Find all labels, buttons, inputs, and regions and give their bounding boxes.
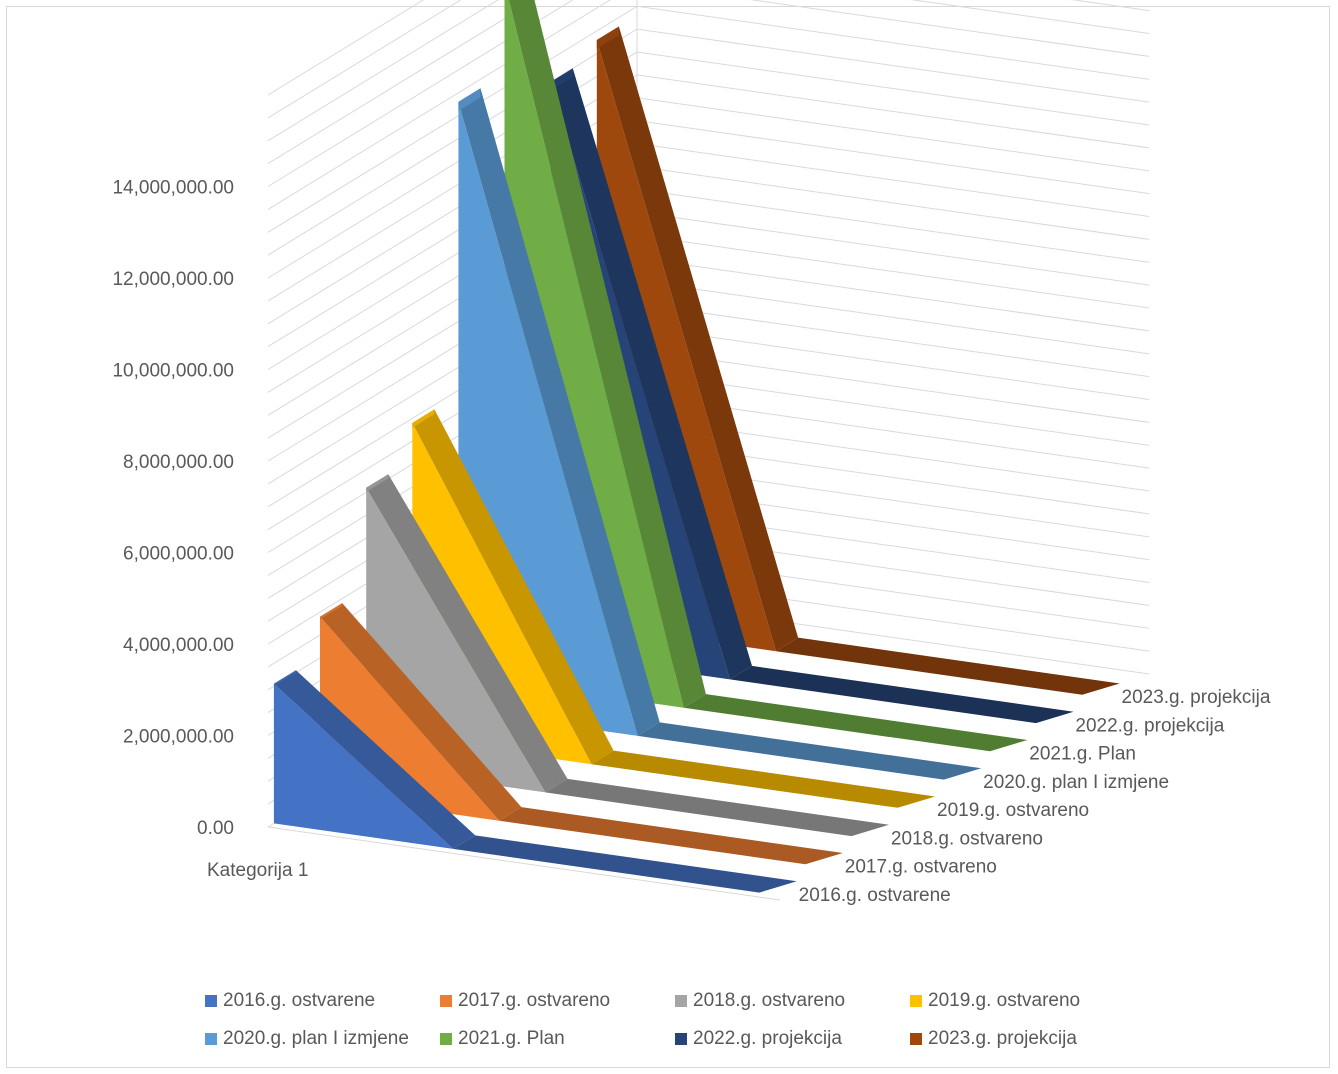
legend-item-2023: 2023.g. projekcija bbox=[910, 1028, 1145, 1050]
series-slope bbox=[366, 474, 568, 793]
legend-row-2: 2020.g. plan I izmjene 2021.g. Plan 2022… bbox=[205, 1020, 1145, 1058]
series-floor bbox=[453, 835, 797, 893]
series-floor bbox=[729, 665, 1074, 724]
y-tick-label: 2,000,000.00 bbox=[123, 727, 234, 748]
series-floor bbox=[776, 637, 1120, 695]
series-cap bbox=[596, 26, 619, 49]
legend-swatch-2021 bbox=[440, 1033, 452, 1045]
gridline bbox=[267, 5, 1150, 233]
legend-swatch-2022 bbox=[675, 1033, 687, 1045]
y-tick-label: 6,000,000.00 bbox=[123, 544, 234, 565]
series-front-face bbox=[273, 683, 454, 849]
series-slope bbox=[596, 26, 799, 652]
series-slope bbox=[508, 0, 706, 708]
legend-label-2017: 2017.g. ostvareno bbox=[458, 990, 611, 1011]
y-tick-label: 12,000,000.00 bbox=[112, 269, 234, 290]
legend-label-2016: 2016.g. ostvarene bbox=[223, 990, 376, 1011]
legend-label-2022: 2022.g. projekcija bbox=[693, 1028, 842, 1049]
series-floor bbox=[499, 807, 843, 865]
legend-item-2019: 2019.g. ostvareno bbox=[910, 990, 1145, 1012]
series-floor bbox=[637, 722, 982, 780]
series-floor bbox=[591, 750, 936, 808]
series-axis-label: 2019.g. ostvareno bbox=[937, 800, 1089, 821]
legend-item-2022: 2022.g. projekcija bbox=[675, 1028, 910, 1050]
category-label: Kategorija 1 bbox=[207, 860, 308, 881]
y-tick-label: 4,000,000.00 bbox=[123, 635, 234, 656]
y-tick-label: 10,000,000.00 bbox=[112, 361, 234, 382]
series-2016 bbox=[273, 670, 797, 893]
legend: 2016.g. ostvarene 2017.g. ostvareno 2018… bbox=[205, 982, 1145, 1058]
gridline bbox=[267, 120, 1150, 348]
gridline bbox=[267, 97, 1150, 325]
legend-item-2018: 2018.g. ostvareno bbox=[675, 990, 910, 1012]
floor-edge bbox=[267, 826, 781, 901]
series-axis-label: 2022.g. projekcija bbox=[1075, 715, 1224, 736]
series-layer bbox=[273, 0, 1120, 893]
y-tick-label: 14,000,000.00 bbox=[112, 178, 234, 199]
legend-label-2021: 2021.g. Plan bbox=[458, 1028, 565, 1049]
series-axis-label: 2017.g. ostvareno bbox=[845, 857, 997, 878]
gridline bbox=[267, 0, 499, 142]
series-axis-label: 2018.g. ostvareno bbox=[891, 828, 1043, 849]
labels-layer: Kategorija 1 0.00 2,000,000.00 4,000,000.0… bbox=[112, 178, 1270, 906]
legend-item-2016: 2016.g. ostvarene bbox=[205, 990, 440, 1012]
series-axis-label: 2021.g. Plan bbox=[1029, 744, 1136, 765]
y-tick-label: 0.00 bbox=[197, 818, 234, 839]
series-cap bbox=[412, 409, 435, 428]
series-floor bbox=[545, 778, 889, 837]
legend-item-2020: 2020.g. plan I izmjene bbox=[205, 1028, 440, 1050]
legend-row-1: 2016.g. ostvarene 2017.g. ostvareno 2018… bbox=[205, 982, 1145, 1020]
gridline bbox=[267, 0, 425, 96]
gridline bbox=[267, 0, 1150, 210]
series-axis-label: 2016.g. ostvarene bbox=[799, 885, 951, 906]
series-slope bbox=[550, 68, 752, 680]
series-cap bbox=[273, 670, 296, 686]
series-axis-label: 2020.g. plan I izmjene bbox=[983, 772, 1169, 793]
series-floor bbox=[683, 694, 1028, 752]
legend-swatch-2018 bbox=[675, 995, 687, 1007]
gridline bbox=[267, 74, 1150, 302]
gridline bbox=[267, 51, 1150, 279]
series-cap bbox=[366, 474, 389, 492]
legend-swatch-2017 bbox=[440, 995, 452, 1007]
legend-label-2019: 2019.g. ostvareno bbox=[928, 990, 1081, 1011]
series-axis-label: 2023.g. projekcija bbox=[1122, 687, 1271, 708]
legend-swatch-2020 bbox=[205, 1033, 217, 1045]
gridline bbox=[267, 0, 462, 119]
legend-item-2017: 2017.g. ostvareno bbox=[440, 990, 675, 1012]
series-slope bbox=[320, 603, 522, 821]
legend-label-2018: 2018.g. ostvareno bbox=[693, 990, 846, 1011]
legend-swatch-2023 bbox=[910, 1033, 922, 1045]
series-cap bbox=[320, 603, 343, 620]
series-slope bbox=[273, 670, 476, 849]
gridline bbox=[267, 0, 1150, 187]
series-slope bbox=[458, 88, 660, 736]
legend-item-2021: 2021.g. Plan bbox=[440, 1028, 675, 1050]
series-cap bbox=[458, 88, 481, 111]
series-cap bbox=[550, 68, 573, 91]
series-slope bbox=[412, 409, 614, 765]
legend-swatch-2016 bbox=[205, 995, 217, 1007]
legend-label-2020: 2020.g. plan I izmjene bbox=[223, 1028, 409, 1049]
legend-swatch-2019 bbox=[910, 995, 922, 1007]
legend-label-2023: 2023.g. projekcija bbox=[928, 1028, 1077, 1049]
y-tick-label: 8,000,000.00 bbox=[123, 452, 234, 473]
gridline bbox=[267, 0, 1150, 165]
gridline bbox=[267, 28, 1150, 256]
